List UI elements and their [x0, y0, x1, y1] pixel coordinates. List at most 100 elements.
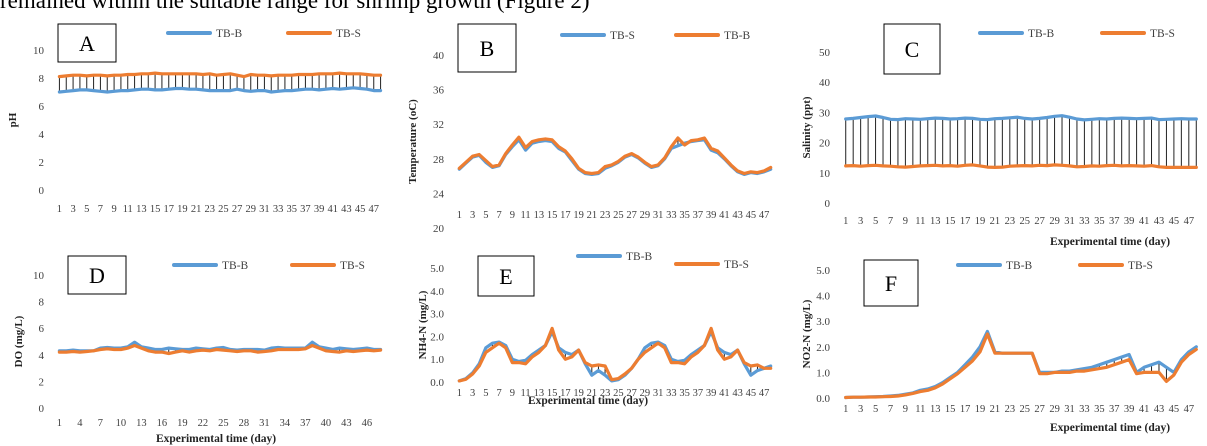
x-tick-label: 35: [1094, 404, 1105, 415]
x-tick-label: 47: [759, 388, 770, 399]
legend-label: TB-B: [216, 28, 243, 40]
series-line-tb-s: [844, 332, 1198, 400]
x-tick-label: 1: [843, 404, 848, 415]
x-tick-label: 35: [679, 388, 690, 399]
y-tick-label: 20: [819, 138, 831, 150]
x-tick-label: 43: [1154, 404, 1165, 415]
x-tick-label: 31: [259, 418, 270, 429]
panel-label: E: [499, 264, 512, 289]
x-tick-label: 23: [600, 210, 611, 221]
panel-label-box: [863, 259, 919, 307]
x-tick-label: 15: [547, 210, 558, 221]
x-tick-label: 5: [84, 204, 89, 215]
x-tick-label: 3: [470, 210, 475, 221]
legend-label: TB-B: [626, 251, 653, 263]
x-tick-label: 41: [1139, 216, 1150, 227]
y-axis-title: Temperature (oC): [407, 99, 419, 184]
series-line-tb-b: [57, 86, 383, 94]
x-tick-label: 37: [693, 210, 704, 221]
legend-label: TB-S: [340, 260, 365, 272]
x-tick-label: 17: [560, 388, 571, 399]
x-tick-label: 15: [547, 388, 558, 399]
y-tick-label: 10: [33, 270, 45, 282]
y-axis-title: Salinity (ppt): [801, 96, 813, 158]
legend-label: TB-S: [724, 259, 749, 271]
x-tick-label: 37: [1109, 216, 1120, 227]
x-tick-label: 13: [136, 418, 147, 429]
panel-label: D: [89, 263, 105, 288]
x-tick-label: 35: [287, 204, 298, 215]
y-tick-label: 4: [39, 129, 45, 141]
x-tick-label: 15: [945, 216, 956, 227]
x-tick-label: 29: [246, 204, 257, 215]
x-tick-label: 28: [239, 418, 250, 429]
x-tick-label: 4: [77, 418, 83, 429]
x-tick-label: 13: [534, 210, 545, 221]
x-tick-label: 31: [653, 210, 664, 221]
x-tick-label: 11: [915, 216, 925, 227]
y-tick-label: 2.0: [430, 331, 444, 343]
x-tick-label: 45: [1169, 216, 1180, 227]
x-tick-label: 19: [177, 204, 188, 215]
x-tick-label: 23: [1005, 216, 1016, 227]
x-tick-label: 17: [164, 204, 175, 215]
x-tick-label: 21: [990, 216, 1001, 227]
x-tick-label: 19: [573, 210, 584, 221]
x-tick-label: 25: [218, 418, 229, 429]
x-tick-label: 7: [888, 216, 893, 227]
x-tick-label: 3: [70, 204, 75, 215]
x-tick-label: 41: [328, 204, 339, 215]
x-tick-label: 39: [1124, 216, 1135, 227]
y-tick-label: 5.0: [430, 263, 444, 275]
x-tick-label: 13: [534, 388, 545, 399]
x-tick-label: 3: [858, 404, 863, 415]
y-tick-label: 2.0: [816, 342, 830, 354]
x-tick-label: 45: [746, 210, 757, 221]
y-axis-title: NH4-N (mg/L): [417, 290, 429, 359]
x-tick-label: 27: [626, 388, 637, 399]
x-tick-label: 5: [483, 388, 488, 399]
x-tick-label: 34: [280, 418, 291, 429]
y-axis-title: DO (mg/L): [13, 315, 25, 367]
legend-label: TB-S: [1128, 260, 1153, 272]
x-tick-label: 1: [457, 388, 462, 399]
x-tick-label: 31: [653, 388, 664, 399]
y-tick-label: 0: [39, 403, 45, 415]
x-tick-label: 7: [496, 388, 501, 399]
y-tick-label: 4.0: [816, 291, 830, 303]
x-tick-label: 41: [719, 210, 730, 221]
y-tick-label: 8: [39, 297, 45, 309]
x-tick-label: 19: [975, 404, 986, 415]
x-tick-label: 39: [314, 204, 325, 215]
y-tick-label: 2: [39, 157, 45, 169]
x-tick-label: 11: [521, 388, 531, 399]
series-line-tb-b: [457, 135, 773, 176]
x-tick-label: 47: [759, 210, 770, 221]
x-tick-label: 3: [858, 216, 863, 227]
y-tick-label: 40: [819, 77, 831, 89]
x-tick-label: 10: [116, 418, 127, 429]
y-tick-label: 1.0: [430, 354, 444, 366]
y-tick-label: 2: [39, 376, 45, 388]
panel-label: B: [480, 36, 495, 61]
panel-label: A: [79, 31, 95, 56]
x-tick-label: 5: [873, 404, 878, 415]
x-tick-label: 19: [177, 418, 188, 429]
x-tick-label: 27: [1034, 216, 1045, 227]
y-tick-label: 4: [39, 350, 45, 362]
y-tick-label: 0: [39, 185, 45, 197]
y-axis-title: NO2-N (mg/L): [801, 299, 813, 368]
x-tick-label: 37: [300, 418, 311, 429]
x-tick-label: 15: [150, 204, 161, 215]
x-tick-label: 11: [915, 404, 925, 415]
series-line-tb-s: [57, 343, 383, 356]
x-tick-label: 39: [1124, 404, 1135, 415]
x-tick-label: 16: [157, 418, 168, 429]
x-tick-label: 9: [510, 388, 515, 399]
legend-label: TB-S: [610, 30, 635, 42]
x-tick-label: 41: [1139, 404, 1150, 415]
y-tick-label: 0.0: [816, 393, 830, 405]
